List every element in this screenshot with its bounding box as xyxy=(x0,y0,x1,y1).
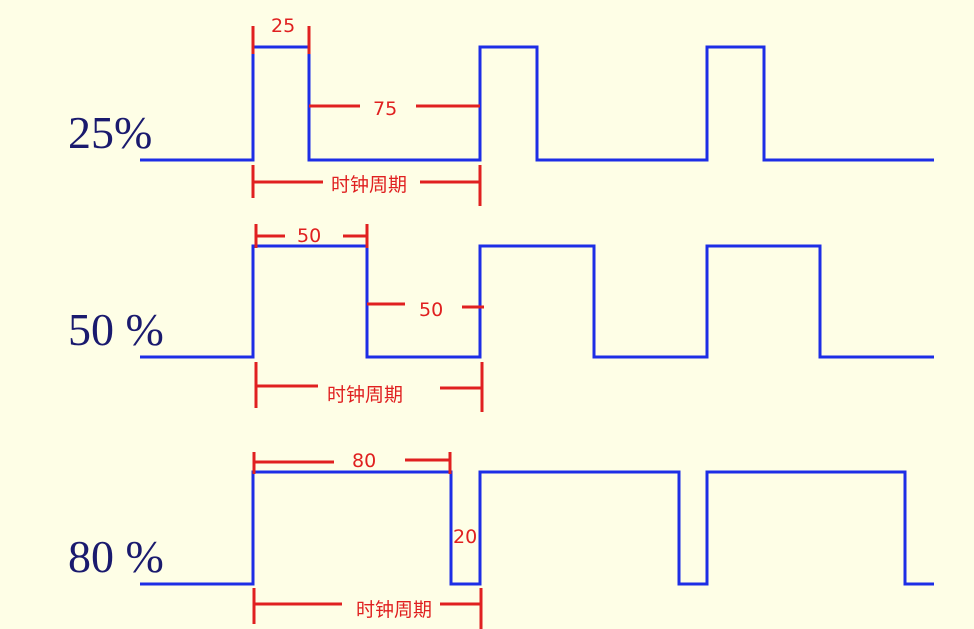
low-width-dimension-20: 20 xyxy=(453,526,477,548)
high-width-value-25: 25 xyxy=(271,15,295,37)
low-width-dimension-75: 75 xyxy=(309,98,480,120)
duty-label-80: 80 % xyxy=(68,531,164,582)
clock-period-label-3: 时钟周期 xyxy=(356,599,432,621)
low-width-value-20: 20 xyxy=(453,526,477,548)
clock-period-dimension-3: 时钟周期 xyxy=(252,588,483,629)
high-width-dimension-50: 50 xyxy=(254,224,369,248)
high-width-dimension-80: 80 xyxy=(252,450,452,474)
row-50-percent: 50 % 50 50 时钟周期 xyxy=(68,224,934,412)
duty-label-25: 25% xyxy=(68,107,152,158)
clock-period-label-2: 时钟周期 xyxy=(327,384,403,406)
low-width-value-75: 75 xyxy=(373,98,397,120)
duty-label-50: 50 % xyxy=(68,304,164,355)
waveform-80 xyxy=(140,470,934,586)
clock-period-dimension-1: 时钟周期 xyxy=(251,165,482,206)
high-width-dimension-25: 25 xyxy=(251,15,311,54)
waveform-25 xyxy=(140,45,934,162)
clock-period-label-1: 时钟周期 xyxy=(331,174,407,196)
high-width-value-80: 80 xyxy=(352,450,376,472)
clock-period-dimension-2: 时钟周期 xyxy=(254,362,484,412)
waveform-50 xyxy=(140,244,934,359)
high-width-value-50: 50 xyxy=(297,225,321,247)
low-width-value-50: 50 xyxy=(419,299,443,321)
low-width-dimension-50: 50 xyxy=(367,299,484,321)
row-25-percent: 25% 25 75 时钟周期 xyxy=(68,15,934,206)
row-80-percent: 80 % 80 20 时钟周期 xyxy=(68,450,934,629)
